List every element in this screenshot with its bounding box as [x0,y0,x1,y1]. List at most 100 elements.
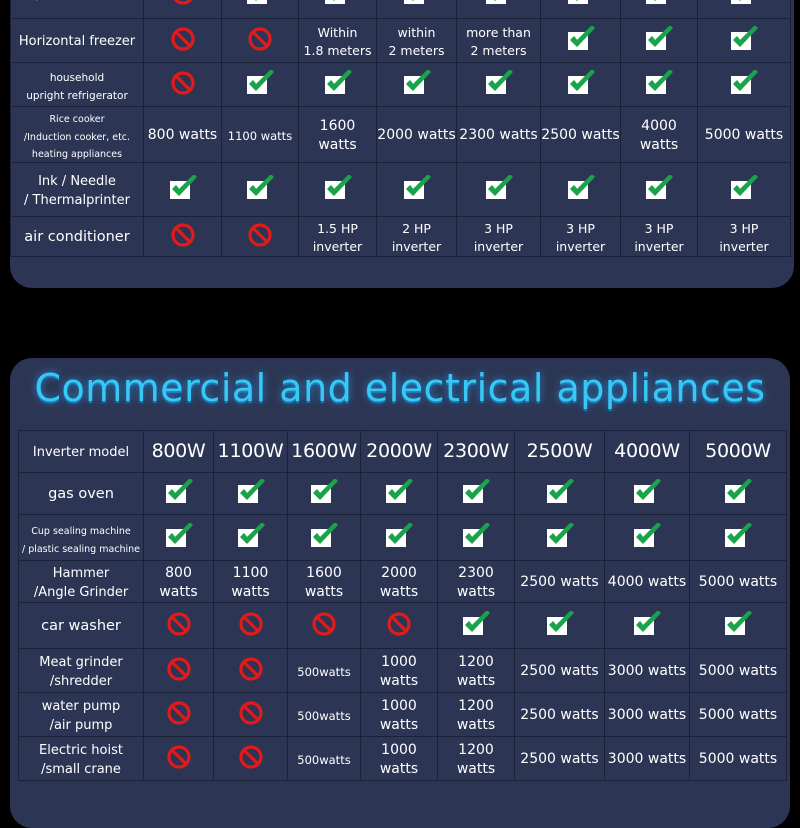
table-row: Meat grinder/shredder 500watts 1000 watts 1… [18,648,787,693]
cell-value: 2500 watts [520,663,599,680]
check-icon [402,69,432,96]
table-cell: 2000 watts [360,560,438,603]
table-cell [604,602,690,649]
check-icon [729,174,759,201]
table-cell: 5000 watts [689,648,787,693]
table-row: Ink / Needle / Thermalprinter [10,162,791,217]
check-icon [168,174,198,201]
prohibited-icon [245,26,275,52]
table-cell [689,602,787,649]
table-cell [697,18,791,63]
check-icon [729,25,759,52]
table-cell [376,62,457,107]
table-cell: 500watts [287,692,361,737]
cell-value: 2000 watts [379,565,419,600]
row-label: water pump/air pump [41,699,121,733]
check-icon [245,0,275,6]
table-row: water pump/air pump 500watts 1000 watts 120… [18,692,787,737]
table-cell [213,514,288,561]
table-cell [540,62,621,107]
cell-value: 5000 watts [698,707,778,724]
table-cell [143,0,222,19]
check-icon [484,0,514,6]
check-icon [402,174,432,201]
cell-value: 500watts [297,708,351,723]
table-cell: 1200 watts [437,692,515,737]
table-cell: 800 watts [143,560,214,603]
check-icon [384,522,414,549]
table-cell [540,18,621,63]
cell-value: 800 watts [159,565,198,600]
row-label: Hammer/Angle Grinder [33,566,129,600]
prohibited-icon [236,656,266,682]
table-cell: 2500 watts [514,692,605,737]
table-cell [298,62,377,107]
check-icon [309,478,339,505]
row-label: Cup sealing machine / plastic sealing mac… [21,525,141,555]
check-icon [566,25,596,52]
table-cell [213,602,288,649]
table-cell: 3 HP inverter [697,216,791,257]
cell-value: 1000 watts [379,698,419,733]
prohibited-icon [245,222,275,248]
table-cell: 500watts [287,648,361,693]
table-cell [213,692,288,737]
table-cell: 1200 watts [437,648,515,693]
check-icon [484,69,514,96]
table-cell [689,514,787,561]
table-cell: 5000 watts [689,692,787,737]
row-label: Horizontal freezer [18,34,136,50]
cell-value: 800 watts [147,127,218,144]
cell-value: more than 2 meters [466,24,531,58]
table-cell: more than 2 meters [456,18,541,63]
table-cell: 2300 watts [456,106,541,163]
table-cell [298,0,377,19]
table-cell [620,62,698,107]
table-cell: 3 HP inverter [620,216,698,257]
table-cell: 5000 watts [697,106,791,163]
table-cell [213,472,288,515]
table-row: car washer [18,602,787,649]
table-cell [697,62,791,107]
cell-value: 3000 watts [607,751,687,768]
check-icon [461,610,491,637]
table-cell: 1000 watts [360,648,438,693]
check-icon [729,69,759,96]
table-cell [143,736,214,781]
table-cell [514,514,605,561]
table-cell [456,162,541,217]
table-cell: 1600 watts [298,106,377,163]
row-label: /Subwoofer [36,0,118,3]
check-icon [644,69,674,96]
model-header: 4000W [614,440,680,463]
prohibited-icon [168,0,198,6]
table-cell: 5000 watts [689,736,787,781]
table-cell: 1000 watts [360,692,438,737]
table-cell [360,602,438,649]
prohibited-icon [164,611,194,637]
model-header: 1600W [291,440,357,463]
check-icon [164,522,194,549]
check-icon [164,478,194,505]
check-icon [632,610,662,637]
table-cell: 2500 watts [514,560,605,603]
check-icon [236,478,266,505]
cell-value: 2500 watts [520,574,599,591]
section-title: Commercial and electrical appliances [34,366,766,410]
table-cell: 3 HP inverter [456,216,541,257]
check-icon [384,478,414,505]
row-label: Electric hoist/small crane [39,743,123,777]
check-icon [323,0,353,6]
table-cell [514,602,605,649]
check-icon [323,174,353,201]
table-cell: 3000 watts [604,736,690,781]
cell-value: 1200 watts [456,698,496,733]
commercial-appliances-panel: Commercial and electrical appliances Inv… [10,358,790,828]
cell-value: 2500 watts [520,751,599,768]
check-icon [323,69,353,96]
header-row: Inverter model 800W 1100W 1600W 2000W 2300W 25… [18,430,787,473]
cell-value: 1100 watts [231,565,270,600]
check-icon [723,478,753,505]
row-label: Meat grinder/shredder [39,655,123,689]
